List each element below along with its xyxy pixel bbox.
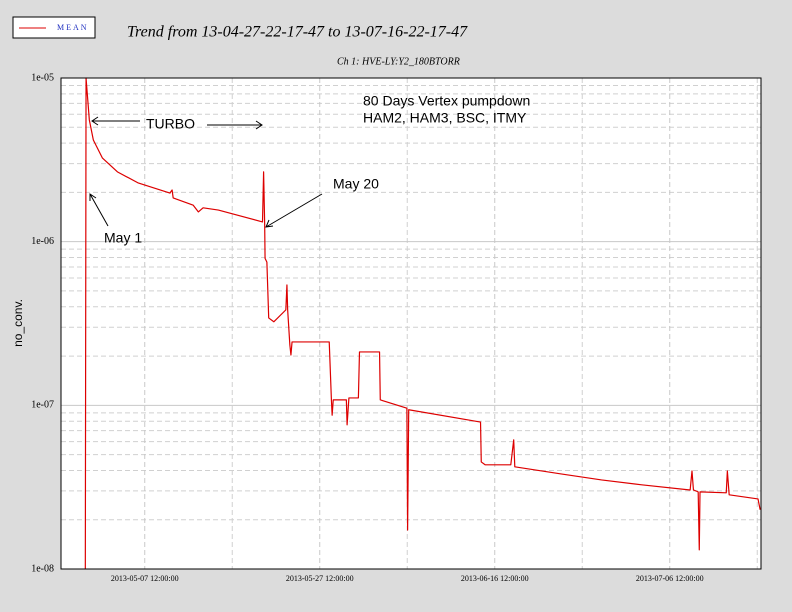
- annotation-arrows: [89, 116, 323, 228]
- arrow: [265, 193, 323, 228]
- plot-frame: [60, 77, 762, 570]
- chart-subtitle: Ch 1: HVE-LY:Y2_180BTORR: [337, 56, 460, 67]
- y-tick-label: 1e-07: [31, 400, 54, 411]
- annotation: HAM2, HAM3, BSC, ITMY: [363, 110, 527, 126]
- plot-area: [61, 78, 761, 569]
- annotation: TURBO: [146, 116, 195, 132]
- y-axis-label: no_conv.: [11, 299, 25, 347]
- x-tick-label: 2013-06-16 12:00:00: [461, 574, 529, 583]
- legend-box: [12, 16, 96, 39]
- arrow: [89, 193, 109, 227]
- chart-title: Trend from 13-04-27-22-17-47 to 13-07-16…: [127, 24, 468, 41]
- arrow: [207, 120, 263, 130]
- x-tick-label: 2013-05-07 12:00:00: [111, 574, 179, 583]
- data-line: [84, 77, 761, 570]
- y-tick-label: 1e-05: [31, 72, 54, 83]
- x-tick-label: 2013-07-06 12:00:00: [636, 574, 704, 583]
- annotation: May 1: [104, 230, 142, 246]
- annotation: 80 Days Vertex pumpdown: [363, 93, 530, 109]
- x-tick-label: 2013-05-27 12:00:00: [286, 574, 354, 583]
- legend-label: MEAN: [57, 23, 89, 32]
- y-tick-label: 1e-08: [31, 563, 54, 574]
- y-tick-label: 1e-06: [31, 236, 54, 247]
- arrow: [91, 116, 140, 126]
- annotation: May 20: [333, 176, 379, 192]
